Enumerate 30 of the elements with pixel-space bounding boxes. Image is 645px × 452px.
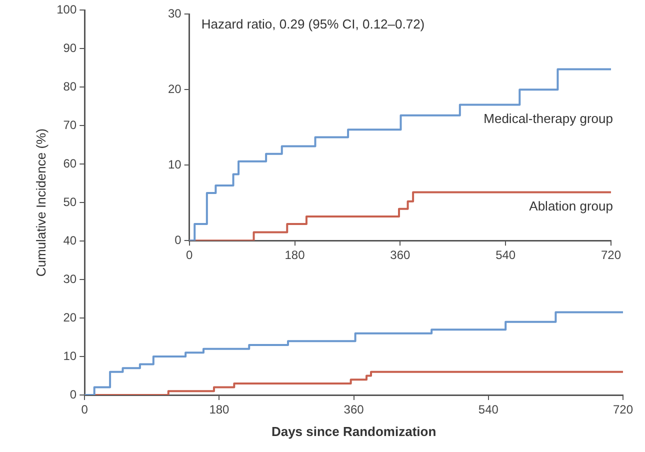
series-label: Ablation group bbox=[529, 198, 613, 214]
y-tick-label: 30 bbox=[63, 272, 77, 286]
x-tick-label: 0 bbox=[81, 402, 88, 417]
y-tick-label: 80 bbox=[63, 79, 77, 94]
x-tick-label: 360 bbox=[390, 248, 411, 262]
y-tick-label: 0 bbox=[174, 232, 182, 247]
x-tick-label: 180 bbox=[209, 402, 230, 417]
annotation: Hazard ratio, 0.29 (95% CI, 0.12–0.72) bbox=[201, 16, 425, 32]
series-label: Medical-therapy group bbox=[484, 110, 613, 126]
y-tick-label: 10 bbox=[168, 157, 182, 172]
y-tick-label: 10 bbox=[63, 348, 77, 363]
y-tick-label: 0 bbox=[70, 387, 77, 402]
x-tick-label: 540 bbox=[496, 248, 516, 262]
y-tick-label: 20 bbox=[63, 310, 77, 324]
y-tick-label: 100 bbox=[56, 2, 77, 17]
x-axis-title: Days since Randomization bbox=[271, 424, 436, 439]
x-tick-label: 540 bbox=[478, 402, 499, 417]
x-tick-label: 360 bbox=[344, 402, 364, 417]
y-tick-label: 90 bbox=[63, 40, 77, 55]
y-tick-label: 60 bbox=[63, 156, 77, 170]
y-tick-label: 30 bbox=[168, 6, 182, 21]
x-tick-label: 720 bbox=[600, 248, 622, 262]
y-tick-label: 40 bbox=[63, 233, 77, 248]
y-tick-label: 20 bbox=[168, 82, 182, 96]
x-tick-label: 720 bbox=[612, 402, 634, 417]
y-tick-label: 70 bbox=[63, 118, 77, 132]
x-tick-label: 180 bbox=[284, 248, 306, 262]
y-axis-title: Cumulative Incidence (%) bbox=[33, 128, 48, 277]
x-tick-label: 0 bbox=[186, 248, 194, 262]
y-tick-label: 50 bbox=[63, 194, 77, 209]
